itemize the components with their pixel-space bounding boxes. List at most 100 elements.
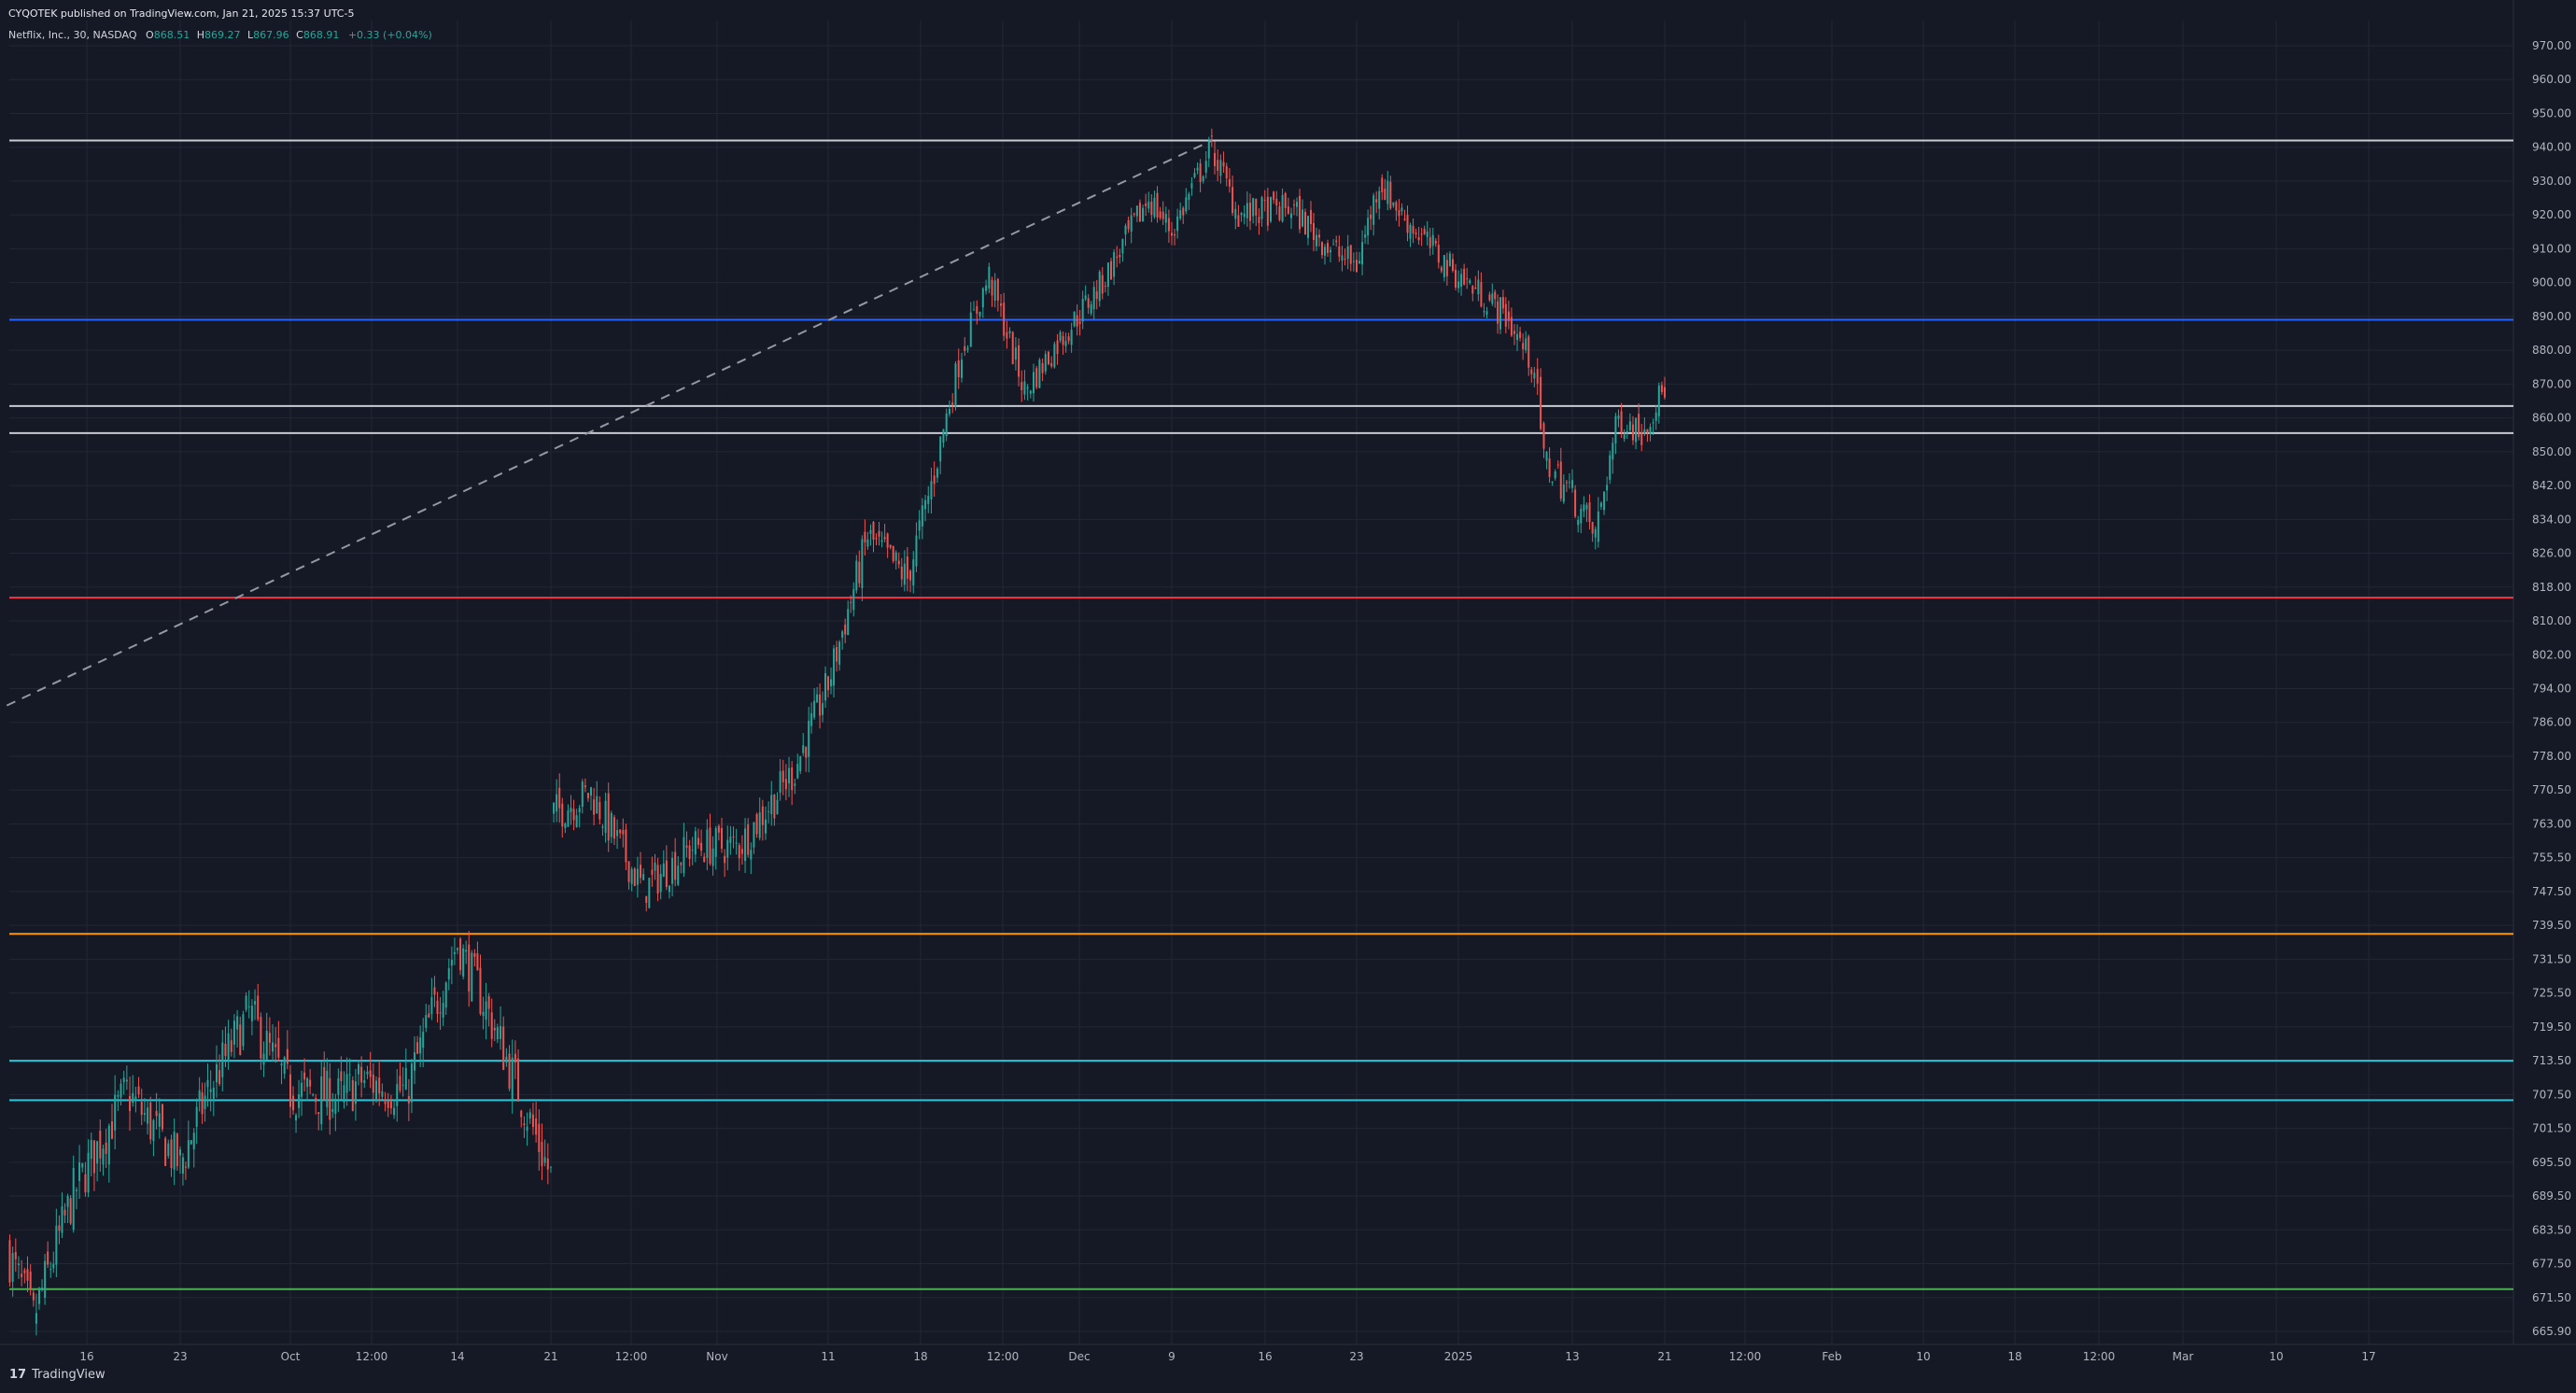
candle-body	[72, 1168, 75, 1231]
candle-body	[1559, 461, 1562, 500]
candle-body	[546, 1158, 549, 1170]
candle-body	[502, 1026, 505, 1070]
candle-body	[912, 559, 915, 585]
candle-body	[78, 1162, 81, 1181]
candle-body	[331, 1108, 334, 1112]
time-tick-label: 10	[1916, 1350, 1930, 1363]
candle-body	[1067, 336, 1070, 342]
candle-body	[416, 1042, 419, 1054]
tradingview-brand[interactable]: 17 TradingView	[9, 1368, 106, 1382]
price-tick-label: 665.90	[2532, 1325, 2571, 1338]
candle-body	[230, 1040, 232, 1052]
candle-body	[49, 1269, 52, 1271]
candle-body	[351, 1079, 354, 1111]
trendline	[6, 139, 1213, 707]
candle-body	[833, 648, 836, 686]
candle-body	[485, 1001, 487, 1020]
candle-body	[87, 1152, 90, 1193]
candle-body	[1278, 206, 1281, 220]
price-tick-label: 701.50	[2532, 1122, 2571, 1135]
candle-body	[250, 1006, 253, 1021]
candle-body	[805, 747, 808, 758]
candle-body	[753, 822, 755, 848]
candle-body	[726, 839, 729, 858]
candle-body	[799, 756, 802, 771]
candle-body	[706, 829, 709, 858]
candle-body	[1344, 258, 1346, 260]
candle-body	[651, 869, 654, 875]
candle-body	[1571, 480, 1573, 488]
candle-body	[897, 560, 900, 565]
candle-body	[1426, 232, 1429, 237]
candle-body	[1270, 197, 1272, 222]
dashed-trendline[interactable]	[6, 139, 1213, 707]
candle-body	[1660, 385, 1663, 393]
candle-body	[1084, 295, 1087, 300]
price-tick-label: 880.00	[2532, 344, 2571, 357]
close-value: 868.91	[303, 29, 340, 41]
candle-body	[1193, 173, 1196, 177]
candle-body	[1519, 331, 1522, 338]
price-tick-label: 671.50	[2532, 1291, 2571, 1304]
candle-body	[933, 475, 936, 485]
candle-body	[254, 1001, 257, 1006]
candle-body	[755, 814, 758, 835]
price-axis[interactable]: 970.00 960.00 950.00 940.00 930.00 920.00 910.…	[2532, 39, 2571, 1338]
candle-body	[1059, 331, 1062, 341]
candle-body	[1504, 303, 1507, 327]
candle-body	[567, 810, 570, 827]
candle-body	[1290, 213, 1292, 218]
candle-body	[633, 868, 636, 886]
candle-body	[143, 1113, 146, 1115]
candle-body	[66, 1195, 69, 1207]
candle-body	[428, 1013, 430, 1018]
candle-body	[665, 860, 668, 888]
candle-body	[29, 1271, 32, 1289]
candle-body	[1471, 286, 1474, 294]
candle-body	[457, 948, 458, 950]
candle-body	[1352, 260, 1355, 262]
candle-body	[1159, 211, 1161, 218]
candle-body	[630, 868, 633, 884]
candle-body	[1127, 219, 1130, 230]
price-tick-label: 940.00	[2532, 141, 2571, 154]
candle-body	[1023, 381, 1026, 395]
candle-body	[604, 800, 607, 833]
candle-body	[286, 1048, 289, 1064]
candle-body	[1367, 218, 1370, 236]
candle-body	[1617, 415, 1620, 419]
candle-body	[198, 1090, 201, 1101]
candle-body	[1145, 203, 1147, 206]
candle-body	[473, 952, 476, 957]
candle-body	[1577, 519, 1580, 526]
candle-body	[1499, 297, 1502, 330]
time-axis[interactable]: 16 23 Oct 12:00 14 21 12:00 Nov 11 18 12:00 Dec 9 16 2…	[79, 1350, 2375, 1363]
candle-body	[1302, 209, 1303, 227]
candle-body	[538, 1123, 541, 1153]
price-tick-label: 930.00	[2532, 175, 2571, 188]
candle-body	[52, 1263, 55, 1269]
candle-body	[1527, 336, 1530, 368]
candle-body	[819, 694, 822, 716]
candle-body	[1087, 298, 1090, 308]
candle-body	[1106, 262, 1109, 288]
candle-body	[918, 520, 921, 531]
candle-body	[659, 874, 662, 893]
candle-body	[1603, 491, 1606, 511]
candle-body	[1150, 202, 1153, 215]
candle-body	[838, 641, 841, 665]
candle-body	[242, 1014, 245, 1047]
candle-body	[1370, 214, 1372, 219]
candle-body	[1654, 412, 1657, 421]
candle-body	[471, 952, 473, 1002]
candle-body	[343, 1085, 345, 1103]
candle-body	[697, 837, 699, 845]
candle-body	[1008, 331, 1011, 333]
candle-body	[1156, 192, 1159, 218]
candle-body	[572, 809, 575, 821]
candle-body	[622, 830, 625, 835]
time-tick-label: Oct	[281, 1350, 301, 1363]
candle-body	[1554, 471, 1556, 479]
candle-body	[781, 770, 784, 782]
